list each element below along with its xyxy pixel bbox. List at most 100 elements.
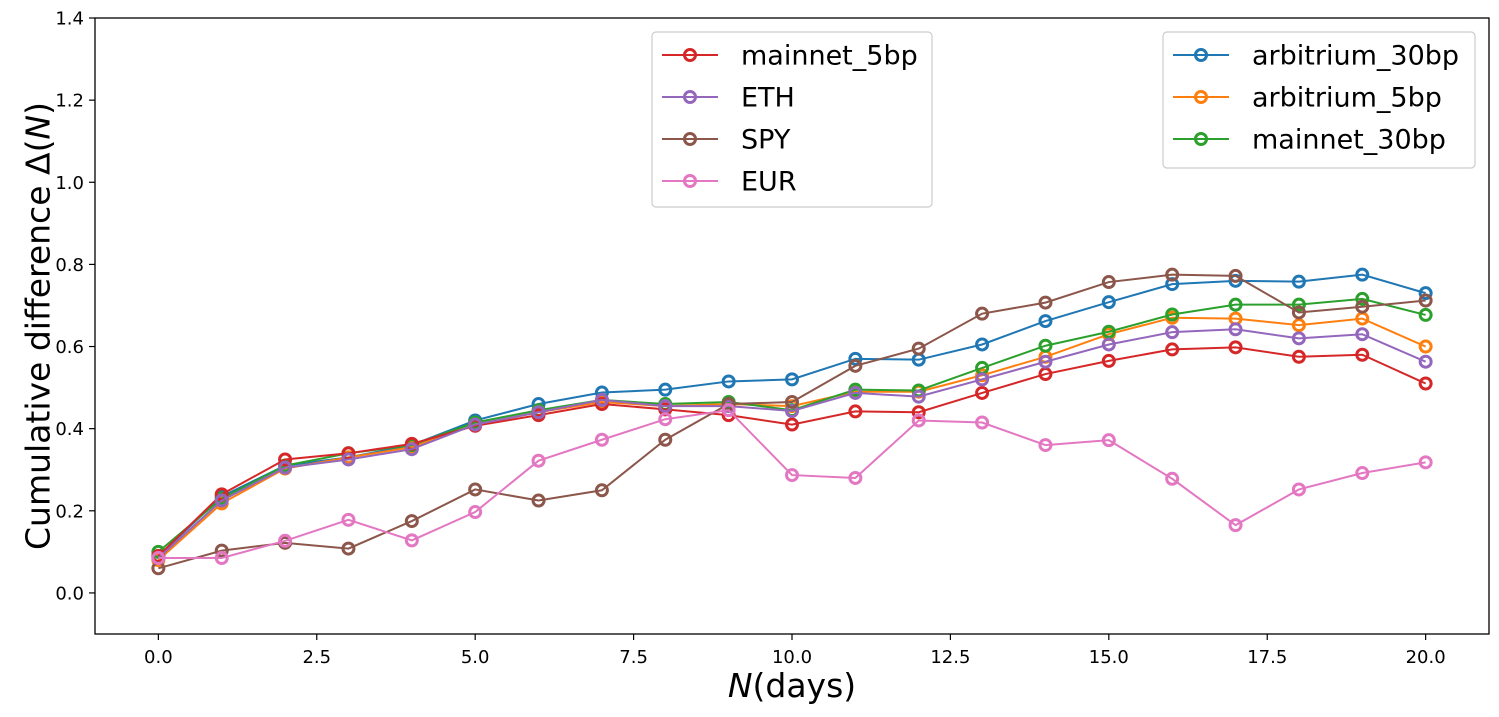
data-point (785, 372, 799, 387)
data-point (1038, 338, 1053, 353)
legend-entry: arbitrium_30bp (1173, 41, 1459, 72)
legend-label: mainnet_30bp (1252, 125, 1446, 156)
data-point (1101, 353, 1116, 368)
data-point (404, 514, 419, 529)
legend-marker (683, 48, 697, 62)
data-point (911, 405, 926, 420)
y-tick-label: 1.0 (55, 173, 84, 194)
x-axis: 0.0 2.5 5.0 7.5 10.0 12.5 15.0 17.5 20.0 (144, 634, 1446, 668)
y-tick-label: 1.2 (55, 91, 84, 112)
data-point (1291, 305, 1306, 320)
legend-label: EUR (741, 167, 797, 198)
data-point (1418, 455, 1433, 470)
data-point (1418, 376, 1433, 391)
data-point (1228, 518, 1243, 533)
data-point (1228, 322, 1243, 337)
data-point (1355, 327, 1370, 342)
legend-marker (683, 132, 697, 146)
data-point (278, 533, 293, 548)
series-EUR (151, 403, 1433, 566)
data-point (594, 483, 609, 498)
series-line (158, 273, 1426, 570)
legend-entry: mainnet_30bp (1173, 125, 1446, 156)
y-axis-title-suffix: ) (19, 102, 58, 115)
data-point (1228, 268, 1243, 283)
series-ETH (151, 322, 1433, 566)
data-point (1228, 297, 1243, 312)
legend-entry: SPY (662, 125, 791, 156)
data-point (531, 405, 546, 420)
x-tick-label: 7.5 (619, 647, 648, 668)
data-point (785, 394, 799, 409)
legend-box (651, 31, 933, 208)
x-axis-title: N(days) (728, 666, 856, 705)
data-point (1355, 347, 1370, 362)
data-point (975, 385, 990, 400)
data-point (1165, 471, 1180, 486)
data-point (1291, 318, 1306, 333)
legend-entry: mainnet_5bp (662, 41, 918, 72)
x-axis-title-rest: (days) (753, 666, 857, 705)
series-SPY (151, 267, 1433, 576)
legend-label: arbitrium_30bp (1252, 41, 1459, 72)
legends: mainnet_5bp ETH SPY EUR arbitrium_30bparbitr… (651, 31, 1476, 208)
y-tick-label: 1.4 (55, 9, 84, 30)
y-axis: 0.0 0.2 0.4 0.6 0.8 1.0 1.2 1.4 (55, 9, 95, 604)
data-point (658, 432, 673, 447)
y-axis-title-prefix: Cumulative difference Δ( (19, 140, 58, 550)
data-point (1355, 466, 1370, 481)
data-point (975, 337, 990, 352)
data-point (1291, 482, 1306, 497)
legend-entry: EUR (662, 167, 797, 198)
legend-marker (1194, 90, 1208, 104)
data-point (1418, 339, 1433, 354)
legend-entry: arbitrium_5bp (1173, 83, 1442, 114)
data-point (1101, 337, 1116, 352)
x-tick-label: 10.0 (772, 647, 812, 668)
data-point (214, 543, 229, 558)
data-point (1355, 267, 1370, 282)
x-axis-title-italic: N (728, 666, 753, 705)
series-line (157, 346, 1427, 557)
data-point (658, 399, 673, 414)
data-point (848, 470, 863, 485)
data-point (468, 505, 483, 520)
legend-entry: ETH (662, 83, 795, 114)
y-tick-label: 0.4 (55, 419, 84, 440)
data-point (404, 533, 419, 548)
x-tick-label: 0.0 (144, 647, 173, 668)
legend-marker (683, 174, 697, 188)
data-point (785, 404, 799, 419)
y-axis-title: Cumulative difference Δ(N) (19, 102, 58, 550)
data-point (1355, 291, 1370, 306)
data-point (278, 452, 293, 467)
x-tick-label: 17.5 (1247, 647, 1287, 668)
legend-label: ETH (741, 83, 795, 114)
plot-area (151, 267, 1433, 576)
data-point (1101, 433, 1116, 448)
legend-top-center: mainnet_5bp ETH SPY EUR (651, 31, 933, 208)
data-point (1038, 438, 1053, 453)
data-point (658, 412, 673, 427)
data-point (1291, 297, 1306, 312)
data-point (404, 442, 419, 457)
data-point (594, 432, 609, 447)
legend-top-right: arbitrium_30bp arbitrium_5bp mainnet_30bp (1162, 31, 1476, 169)
data-point (1165, 267, 1180, 282)
data-point (1101, 295, 1116, 310)
data-point (848, 404, 863, 419)
data-point (1228, 340, 1243, 355)
data-point (848, 358, 863, 373)
data-point (1355, 299, 1370, 314)
legend-box (1162, 31, 1476, 169)
data-point (1165, 342, 1180, 357)
data-point (1418, 307, 1433, 322)
y-tick-label: 0.6 (55, 337, 84, 358)
data-point (1101, 324, 1116, 339)
data-point (975, 306, 990, 321)
data-point (341, 452, 356, 467)
legend-label: arbitrium_5bp (1252, 83, 1442, 114)
legend-label: mainnet_5bp (741, 41, 918, 72)
data-point (1291, 331, 1306, 346)
y-tick-label: 0.2 (55, 501, 84, 522)
